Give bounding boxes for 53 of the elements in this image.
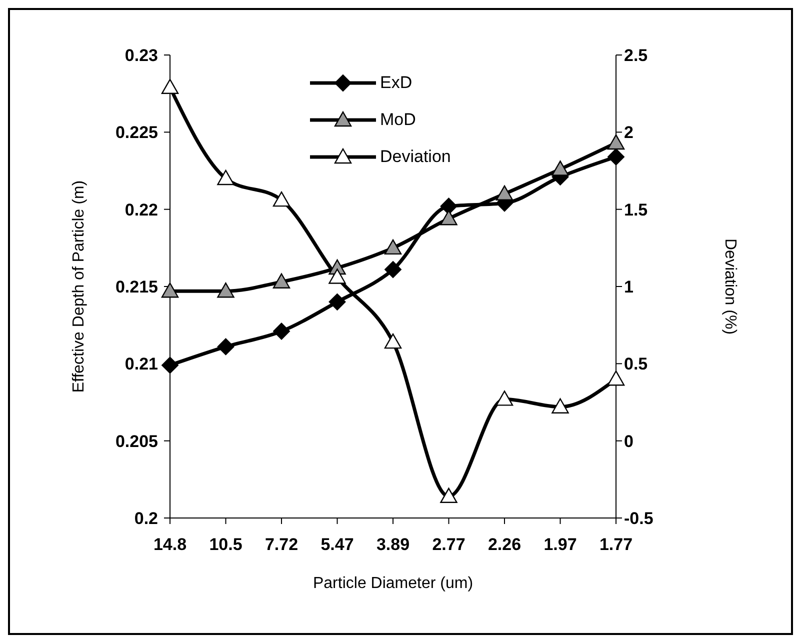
point xyxy=(607,134,625,150)
point xyxy=(384,333,402,349)
point xyxy=(272,191,290,207)
point xyxy=(496,390,514,406)
y2-tick-label: 2.5 xyxy=(624,46,648,66)
point xyxy=(272,273,290,288)
y-tick-label: 0.215 xyxy=(115,278,158,297)
legend-label: ExD xyxy=(380,72,412,92)
x-axis-title: Particle Diameter (um) xyxy=(312,575,474,592)
y2-axis-title: Deviation (%) xyxy=(721,238,738,335)
y-tick-label: 0.23 xyxy=(124,46,158,66)
y-axis-title: Effective Depth of Particle (m) xyxy=(70,180,88,393)
point xyxy=(217,170,234,186)
x-tick-label: 2.77 xyxy=(432,535,466,554)
x-tick-label: 3.89 xyxy=(376,535,410,554)
x-tick-label: 1.97 xyxy=(544,535,577,554)
y2-tick-label: -0.5 xyxy=(624,509,654,528)
point xyxy=(608,148,624,166)
y-tick-label: 0.205 xyxy=(115,432,158,451)
point xyxy=(384,239,402,255)
x-tick-label: 1.77 xyxy=(599,535,633,554)
point xyxy=(161,78,179,94)
point xyxy=(217,282,234,298)
point xyxy=(552,160,569,176)
y2-tick-label: 1.5 xyxy=(624,200,648,220)
y-tick-label: 0.22 xyxy=(124,200,158,220)
y-tick-label: 0.21 xyxy=(124,354,158,374)
legend-label: Deviation xyxy=(380,146,451,166)
point xyxy=(328,268,346,284)
point xyxy=(552,398,569,414)
y2-tick-label: 0 xyxy=(624,432,634,451)
y2-tick-label: 2 xyxy=(624,123,634,142)
point xyxy=(328,293,346,310)
point xyxy=(440,488,458,503)
x-tick-label: 14.8 xyxy=(153,535,187,554)
y2-tick-label: 0.5 xyxy=(624,354,648,374)
x-tick-label: 5.47 xyxy=(320,535,354,554)
point xyxy=(496,185,514,200)
point xyxy=(440,198,458,215)
point xyxy=(217,338,234,356)
y-tick-label: 0.2 xyxy=(134,509,158,528)
legend-label: MoD xyxy=(380,110,416,130)
point xyxy=(161,282,179,298)
point xyxy=(162,356,178,374)
point xyxy=(273,322,290,340)
point xyxy=(384,261,402,278)
y-tick-label: 0.225 xyxy=(115,123,158,142)
x-tick-label: 10.5 xyxy=(209,535,242,554)
point xyxy=(440,210,458,226)
point xyxy=(607,370,625,386)
y2-tick-label: 1 xyxy=(624,278,634,297)
x-tick-label: 7.72 xyxy=(264,535,298,554)
x-tick-label: 2.26 xyxy=(488,535,522,554)
